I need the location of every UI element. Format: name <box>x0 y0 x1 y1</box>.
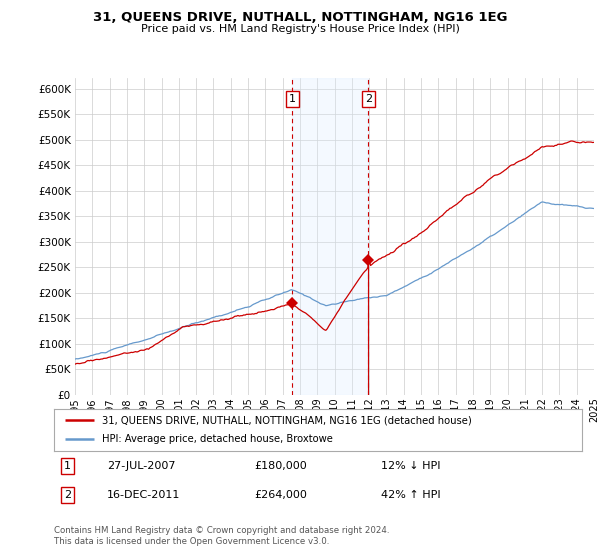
Text: 1: 1 <box>289 94 296 104</box>
Text: £180,000: £180,000 <box>254 461 307 471</box>
Text: 12% ↓ HPI: 12% ↓ HPI <box>382 461 441 471</box>
Bar <box>292 78 368 395</box>
Text: 31, QUEENS DRIVE, NUTHALL, NOTTINGHAM, NG16 1EG: 31, QUEENS DRIVE, NUTHALL, NOTTINGHAM, N… <box>93 11 507 24</box>
Text: HPI: Average price, detached house, Broxtowe: HPI: Average price, detached house, Brox… <box>101 435 332 445</box>
Text: Contains HM Land Registry data © Crown copyright and database right 2024.
This d: Contains HM Land Registry data © Crown c… <box>54 526 389 546</box>
Text: £264,000: £264,000 <box>254 491 308 500</box>
Text: 2: 2 <box>64 491 71 500</box>
Text: 16-DEC-2011: 16-DEC-2011 <box>107 491 180 500</box>
Text: Price paid vs. HM Land Registry's House Price Index (HPI): Price paid vs. HM Land Registry's House … <box>140 24 460 34</box>
Text: 1: 1 <box>64 461 71 471</box>
Text: 31, QUEENS DRIVE, NUTHALL, NOTTINGHAM, NG16 1EG (detached house): 31, QUEENS DRIVE, NUTHALL, NOTTINGHAM, N… <box>101 415 471 425</box>
Text: 27-JUL-2007: 27-JUL-2007 <box>107 461 175 471</box>
Text: 42% ↑ HPI: 42% ↑ HPI <box>382 491 441 500</box>
Text: 2: 2 <box>365 94 372 104</box>
